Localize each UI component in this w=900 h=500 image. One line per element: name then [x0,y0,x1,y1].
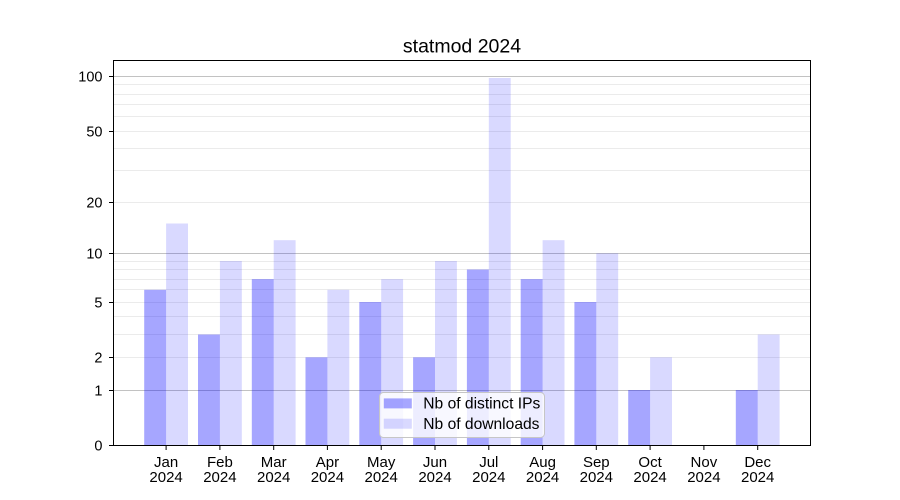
svg-text:Jan: Jan [154,454,178,471]
svg-text:2024: 2024 [365,469,398,486]
svg-text:statmod 2024: statmod 2024 [403,36,521,58]
svg-text:5: 5 [94,296,102,312]
svg-text:10: 10 [86,247,102,263]
svg-text:1: 1 [94,384,102,400]
svg-text:2024: 2024 [687,469,720,486]
svg-text:0: 0 [94,439,102,455]
svg-text:2024: 2024 [526,469,559,486]
svg-text:2024: 2024 [741,469,774,486]
svg-text:50: 50 [86,125,102,141]
svg-text:Feb: Feb [207,454,233,471]
svg-text:2024: 2024 [311,469,344,486]
svg-text:Jul: Jul [479,454,498,471]
svg-text:Sep: Sep [583,454,610,471]
svg-text:2024: 2024 [203,469,236,486]
svg-text:2024: 2024 [633,469,666,486]
svg-text:Apr: Apr [316,454,339,471]
svg-text:2024: 2024 [418,469,451,486]
svg-text:Dec: Dec [744,454,771,471]
svg-text:Mar: Mar [261,454,287,471]
svg-text:Nb of distinct IPs: Nb of distinct IPs [423,396,540,413]
svg-text:2: 2 [94,351,102,367]
svg-text:May: May [367,454,396,471]
svg-text:Aug: Aug [529,454,556,471]
svg-text:Nov: Nov [691,454,718,471]
svg-text:Oct: Oct [638,454,662,471]
svg-text:20: 20 [86,196,102,212]
svg-text:2024: 2024 [472,469,505,486]
svg-text:100: 100 [78,70,102,86]
svg-text:2024: 2024 [580,469,613,486]
svg-text:Nb of downloads: Nb of downloads [423,416,539,433]
svg-text:Jun: Jun [423,454,447,471]
svg-text:2024: 2024 [257,469,290,486]
svg-text:2024: 2024 [149,469,182,486]
